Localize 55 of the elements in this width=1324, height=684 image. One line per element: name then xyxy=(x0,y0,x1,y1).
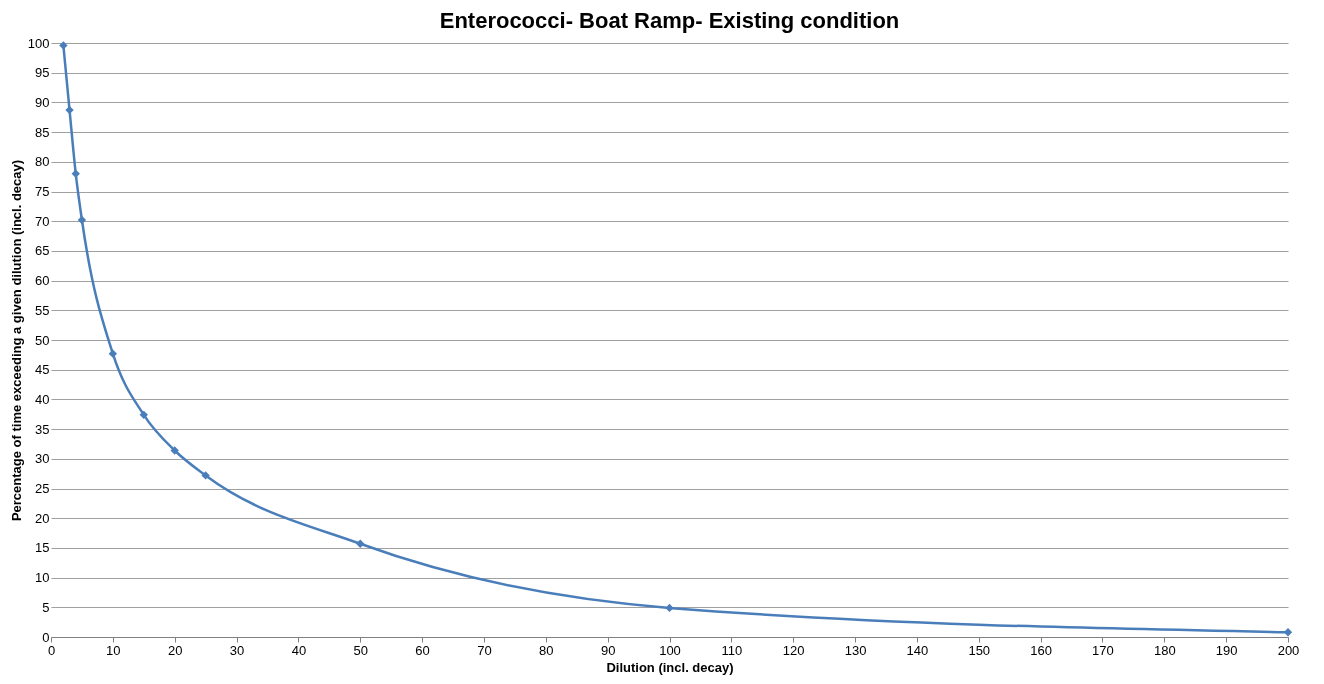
x-tick-label: 190 xyxy=(1215,642,1238,658)
y-tick-label: 15 xyxy=(35,540,50,556)
point xyxy=(1283,628,1293,637)
x-tick-label: 30 xyxy=(229,642,245,658)
x-tick-label: 40 xyxy=(291,642,307,658)
x-tick-label: 10 xyxy=(106,642,121,658)
y-tick-label: 50 xyxy=(35,332,50,348)
point xyxy=(71,169,80,178)
y-tick-label: 70 xyxy=(35,213,50,229)
chart-title: Enterococci- Boat Ramp- Existing condition xyxy=(439,8,900,33)
point xyxy=(665,603,674,613)
y-tick-label: 25 xyxy=(35,481,50,496)
x-tick-label: 130 xyxy=(844,642,867,658)
x-axis-title: Dilution (incl. decay) xyxy=(606,659,734,675)
point xyxy=(59,41,68,50)
y-tick-label: 0 xyxy=(42,629,50,645)
x-tick-label: 60 xyxy=(415,642,430,658)
y-tick-label: 30 xyxy=(35,451,50,467)
point xyxy=(108,349,118,358)
point xyxy=(65,105,74,115)
y-tick-label: 10 xyxy=(35,570,50,586)
y-tick-label: 55 xyxy=(35,302,50,318)
point xyxy=(356,539,365,548)
x-tick-label: 150 xyxy=(968,642,991,658)
point xyxy=(170,446,179,455)
x-tick-label: 80 xyxy=(539,642,554,658)
y-tick-label: 100 xyxy=(27,35,50,51)
y-tick-label: 60 xyxy=(35,273,50,289)
y-axis-title: Percentage of time exceeding a given dilution (incl. decay) xyxy=(8,159,24,522)
x-tick-label: 70 xyxy=(477,642,492,658)
point xyxy=(77,215,87,225)
y-tick-label: 85 xyxy=(35,124,50,140)
x-tick-label: 20 xyxy=(167,642,183,658)
y-tick-label: 90 xyxy=(35,94,50,110)
y-tick-label: 75 xyxy=(35,184,50,199)
x-tick-label: 120 xyxy=(782,642,805,658)
x-tick-label: 170 xyxy=(1092,642,1114,658)
point xyxy=(201,471,210,480)
y-tick-label: 65 xyxy=(35,243,50,259)
x-tick-label: 160 xyxy=(1030,642,1052,658)
x-tick-label: 90 xyxy=(600,642,616,658)
y-tick-label: 45 xyxy=(35,362,50,378)
y-tick-label: 95 xyxy=(35,65,50,81)
x-tick-label: 100 xyxy=(659,642,681,658)
y-tick-label: 5 xyxy=(42,599,50,615)
point xyxy=(139,410,148,420)
x-tick-label: 140 xyxy=(906,642,929,658)
y-tick-label: 35 xyxy=(35,421,50,437)
x-tick-label: 50 xyxy=(353,642,368,658)
y-tick-label: 40 xyxy=(35,391,50,407)
x-tick-label: 200 xyxy=(1277,642,1300,658)
y-tick-label: 80 xyxy=(35,154,50,170)
x-tick-label: 110 xyxy=(721,642,743,658)
x-tick-label: 180 xyxy=(1153,642,1176,658)
y-tick-label: 20 xyxy=(35,510,50,526)
